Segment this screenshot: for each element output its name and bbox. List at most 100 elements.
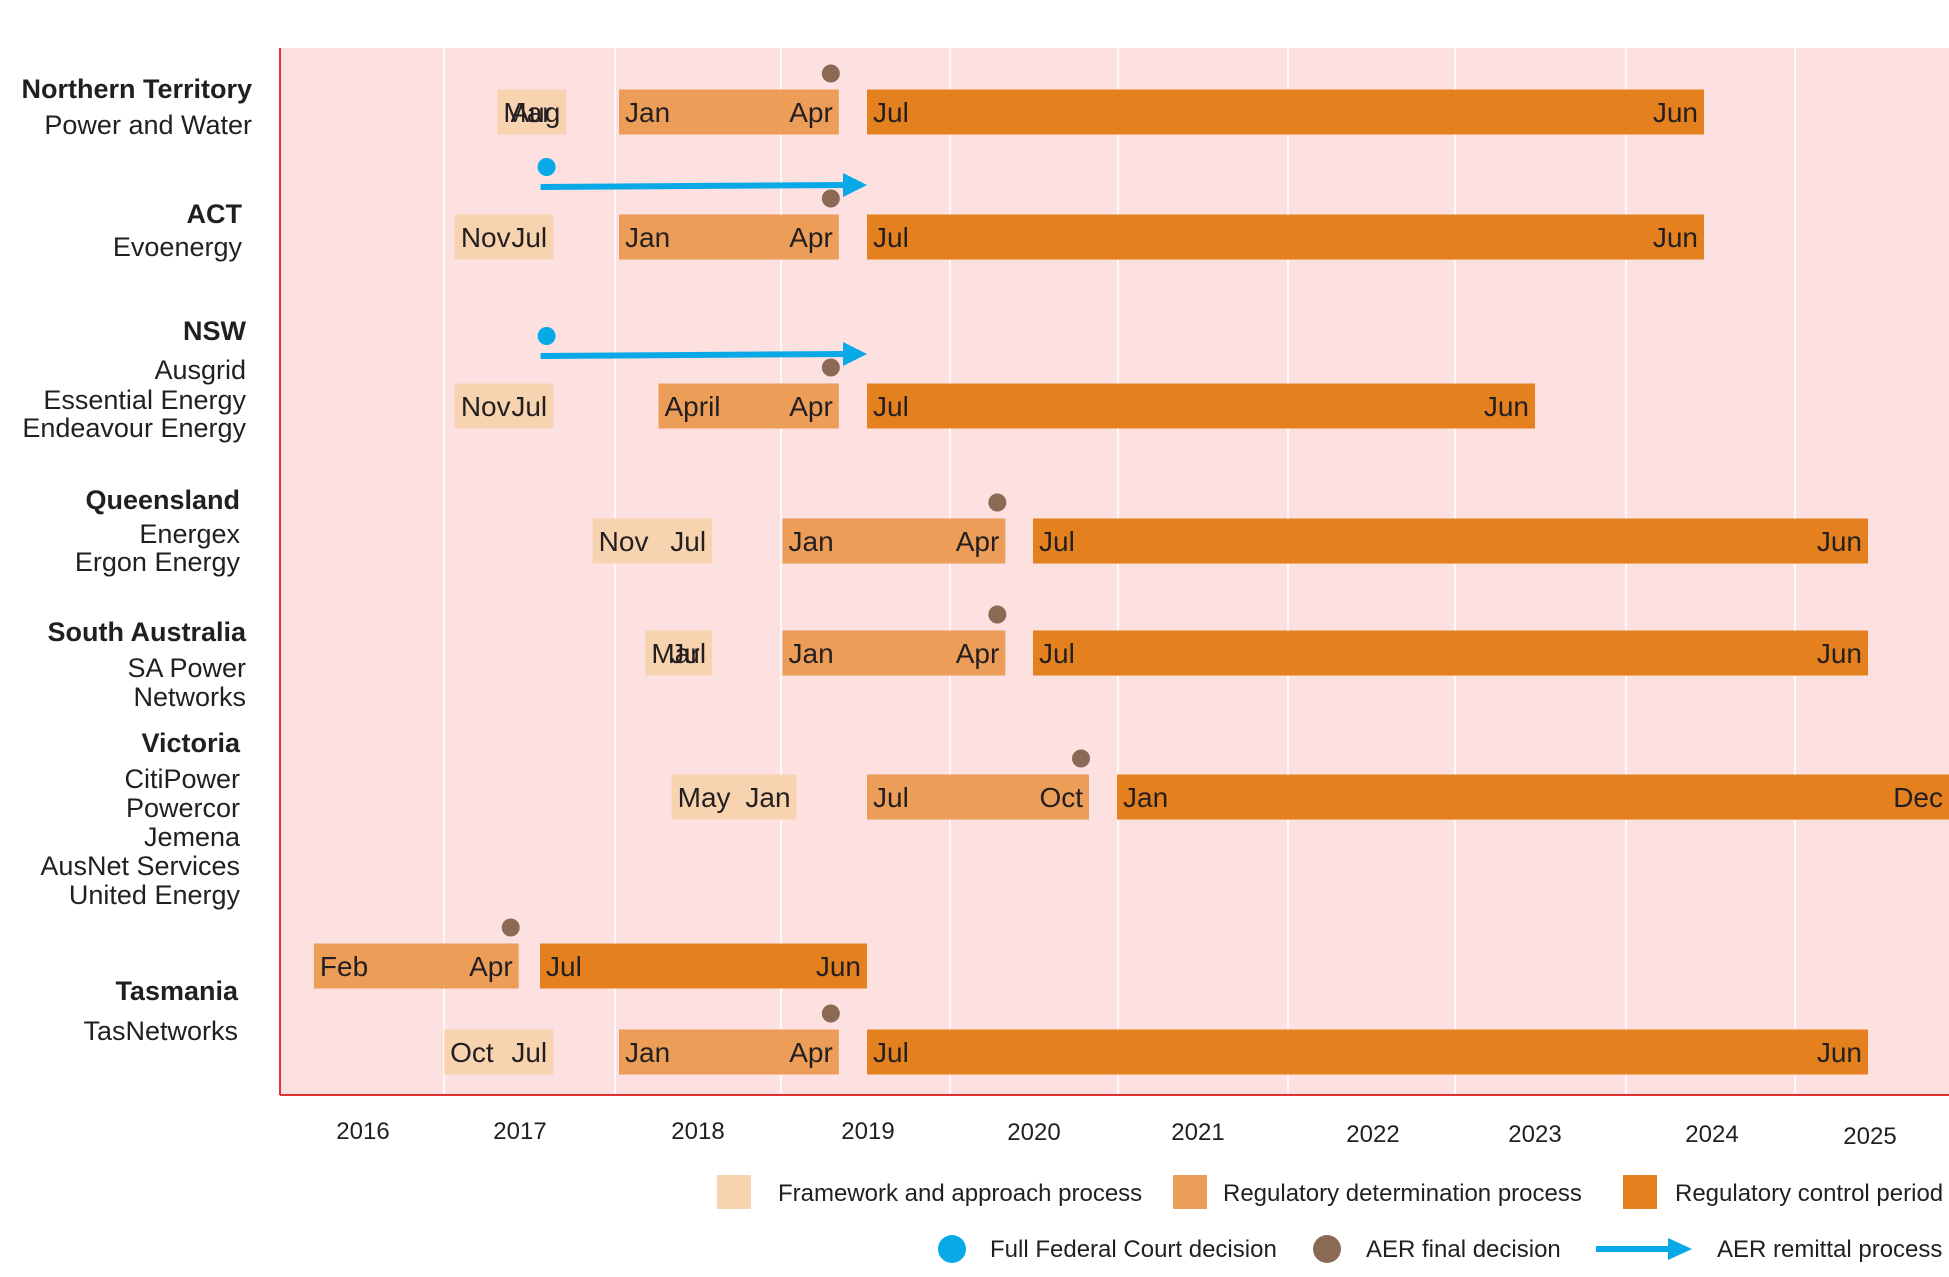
bar-start-label: Oct [450,1037,494,1068]
row-member-label: TasNetworks [83,1016,238,1046]
bar-end-label: Jul [511,222,547,253]
row-group-title: Victoria [141,728,241,758]
row-member-label: Energex [139,519,240,549]
bar-start-label: Jan [625,97,670,128]
bar-start-label: Feb [320,951,368,982]
determination-bar [658,383,839,429]
bar-start-label: Jul [873,97,909,128]
legend-swatch-court [938,1235,966,1263]
aer-remittal-arrow-head [843,173,867,197]
bar-end-label: Apr [789,222,833,253]
aer-final-decision-dot [821,189,840,208]
aer-final-decision-dot [988,605,1007,624]
legend: Framework and approach process Regulatory… [717,1175,1943,1263]
x-tick-label: 2023 [1508,1121,1561,1148]
determination-bar [313,943,519,989]
aer-final-decision-dot [821,1004,840,1023]
aer-final-decision-dot [821,358,840,377]
aer-final-decision-dot [988,493,1007,512]
control-bar [540,943,867,989]
row-member-label: Essential Energy [43,385,246,415]
x-tick-label: 2016 [336,1118,389,1145]
bar-end-label: Apr [789,391,833,422]
framework-bar [671,774,797,820]
row-member-label: Jemena [144,822,241,852]
x-tick-label: 2018 [671,1118,724,1145]
legend-swatch-aer [1313,1235,1341,1263]
legend-label: AER final decision [1366,1236,1561,1263]
bar-start-label: Jul [1039,638,1075,669]
x-tick-label: 2022 [1346,1121,1399,1148]
x-tick-label: 2021 [1171,1119,1224,1146]
bar-start-label: Jul [546,951,582,982]
framework-bar [444,1029,554,1075]
bar-start-label: Nov [461,222,511,253]
bar-start-label: April [665,391,721,422]
row-member-label: Ergon Energy [75,547,241,577]
x-tick-label: 2025 [1843,1123,1896,1150]
row-member-label: Evoenergy [113,232,243,262]
bar-start-label: Nov [461,391,511,422]
aer-remittal-arrow-shaft [540,182,848,190]
bar-end-label: Dec [1893,782,1943,813]
bar-end-label: Jun [816,951,861,982]
row-member-label: Endeavour Energy [22,413,246,443]
x-tick-label: 2019 [841,1118,894,1145]
row-member-label: Power and Water [44,110,252,140]
bar-start-label: Jan [625,222,670,253]
bar-end-label: Apr [789,1037,833,1068]
bar-end-label: Apr [956,638,1000,669]
bar-end-label: Jan [745,782,790,813]
control-bar [867,383,1535,429]
legend-swatch-framework [717,1175,751,1209]
control-bar [867,1029,1868,1075]
bar-end-label: Jun [1817,1037,1862,1068]
row-group-title: Queensland [85,485,240,515]
determination-bar [782,518,1006,564]
legend-swatch-remittal-head [1668,1238,1692,1260]
row-member-label: United Energy [69,880,241,910]
determination-bar [619,89,839,135]
row-group-title: South Australia [47,617,247,647]
determination-bar [619,1029,839,1075]
determination-bar [619,214,839,260]
bar-start-label: Jul [873,1037,909,1068]
bar-start-label: Jul [1039,526,1075,557]
determination-bar [782,630,1006,676]
bar-start-label: Jan [789,638,834,669]
markers [501,64,1090,1023]
framework-bar [645,630,713,676]
legend-swatch-determination [1173,1175,1207,1209]
determination-bar [867,774,1089,820]
full-federal-court-decision-dot [537,327,556,345]
framework-bar [454,383,554,429]
control-bar [1033,518,1868,564]
framework-bar [592,518,713,564]
bar-start-label: Jul [873,222,909,253]
bar-end-label: Jul [511,391,547,422]
row-group-title: ACT [187,199,243,229]
row-member-label: AusNet Services [40,851,240,881]
legend-label: Full Federal Court decision [990,1236,1277,1263]
bar-end-label: Jun [1653,97,1698,128]
framework-bar [454,214,554,260]
control-bar [867,89,1704,135]
bar-start-label: Mar [503,97,551,128]
legend-label: AER remittal process [1717,1236,1942,1263]
control-bar [867,214,1704,260]
legend-label: Regulatory control period [1675,1180,1943,1207]
bar-end-label: Apr [789,97,833,128]
bar-end-label: Oct [1039,782,1083,813]
bar-start-label: Jan [625,1037,670,1068]
row-member-label: Ausgrid [154,355,246,385]
plot-background [280,48,1949,1095]
bar-end-label: Jun [1653,222,1698,253]
bar-end-label: Jul [670,638,706,669]
bar-start-label: Jan [1123,782,1168,813]
control-bar [1033,630,1868,676]
row-group-title: NSW [183,316,247,346]
row-member-label: SA Power [127,653,246,683]
row-member-label: CitiPower [124,764,240,794]
